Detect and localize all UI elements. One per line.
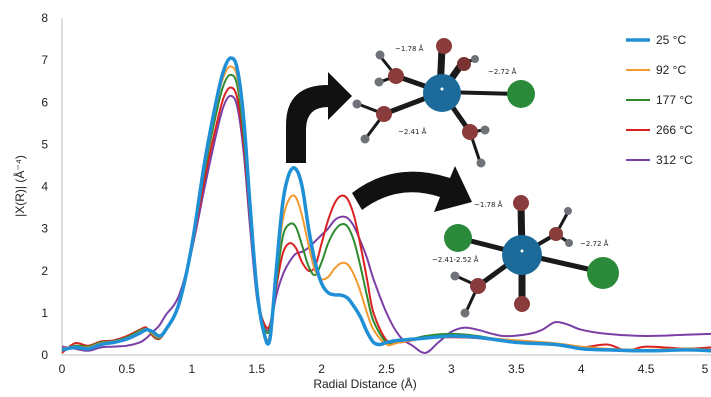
x-tick-label: 4	[578, 362, 585, 376]
y-axis-title: |X(R)| (Å⁻⁴)	[12, 155, 27, 217]
y-tick-label: 1	[41, 306, 48, 320]
x-tick-label: 1.5	[248, 362, 265, 376]
bond-label-bottom-3: ~2.41-2.52 Å	[432, 255, 479, 264]
x-tick-label: 2	[318, 362, 325, 376]
x-tick-label: 1	[188, 362, 195, 376]
bond-label-bottom-1: ~1.78 Å	[474, 200, 503, 209]
y-tick-label: 0	[41, 348, 48, 362]
hydrogen-atom	[564, 207, 572, 215]
bond-label-top-1: ~1.78 Å	[395, 44, 424, 53]
oxygen-atom	[457, 57, 471, 71]
oxygen-atom	[388, 68, 404, 84]
oxygen-atom	[513, 195, 529, 211]
chlorine-atom	[587, 257, 619, 289]
x-tick-label: 4.5	[638, 362, 655, 376]
series-line-312c	[61, 94, 711, 354]
x-tick-label: 3	[448, 362, 455, 376]
hydrogen-atom	[565, 239, 573, 247]
legend-label: 312 °C	[656, 153, 693, 167]
y-tick-label: 3	[41, 222, 48, 236]
x-tick-label: 3.5	[508, 362, 525, 376]
bond-label-top-2: ~2.72 Å	[488, 67, 517, 76]
x-axis-title: Radial Distance (Å)	[313, 376, 416, 391]
hydrogen-atom	[471, 55, 479, 63]
x-tick-label: 2.5	[378, 362, 395, 376]
y-tick-label: 5	[41, 137, 48, 151]
metal-center-atom	[423, 74, 461, 112]
x-tick-label: 5	[702, 362, 709, 376]
legend-label: 25 °C	[656, 33, 686, 47]
oxygen-atom	[462, 124, 478, 140]
x-tick-labels: 0 0.5 1 1.5 2 2.5 3 3.5 4 4.5 5	[59, 362, 709, 376]
metal-center-highlight	[440, 87, 444, 91]
chlorine-atom	[507, 80, 535, 108]
bond-label-top-3: ~2.41 Å	[398, 127, 427, 136]
y-tick-label: 6	[41, 95, 48, 109]
y-tick-label: 4	[41, 180, 48, 194]
series-line-25c	[61, 56, 711, 353]
hydrogen-atom	[374, 77, 384, 87]
curved-arrow-bottom	[352, 166, 472, 212]
legend-label: 266 °C	[656, 123, 693, 137]
legend-label: 177 °C	[656, 93, 693, 107]
metal-center-highlight	[520, 249, 524, 253]
hydrogen-atom	[375, 50, 385, 60]
hydrogen-atom	[476, 158, 486, 168]
y-tick-labels: 0 1 2 3 4 5 6 7 8	[41, 11, 48, 362]
oxygen-atom	[376, 106, 392, 122]
oxygen-atom	[470, 278, 486, 294]
y-tick-label: 8	[41, 11, 48, 25]
oxygen-atom	[514, 296, 530, 312]
molecule-top: ~1.78 Å ~2.72 Å ~2.41 Å	[352, 38, 535, 168]
bond-label-bottom-2: ~2.72 Å	[580, 239, 609, 248]
hydrogen-atom	[352, 99, 362, 109]
hydrogen-atom	[460, 308, 470, 318]
y-tick-label: 2	[41, 264, 48, 278]
legend: 25 °C 92 °C 177 °C 266 °C 312 °C	[626, 33, 693, 167]
oxygen-atom	[549, 227, 563, 241]
oxygen-atom	[436, 38, 452, 54]
x-tick-label: 0	[59, 362, 66, 376]
y-tick-label: 7	[41, 53, 48, 67]
legend-label: 92 °C	[656, 63, 686, 77]
chlorine-atom	[444, 224, 472, 252]
curved-arrow-top	[286, 72, 352, 163]
series-lines	[61, 56, 711, 354]
metal-center-atom	[502, 235, 542, 275]
x-tick-label: 0.5	[119, 362, 136, 376]
molecule-bottom: ~1.78 Å ~2.72 Å ~2.41-2.52 Å	[432, 195, 619, 318]
hydrogen-atom	[360, 134, 370, 144]
hydrogen-atom	[480, 125, 490, 135]
hydrogen-atom	[450, 271, 460, 281]
